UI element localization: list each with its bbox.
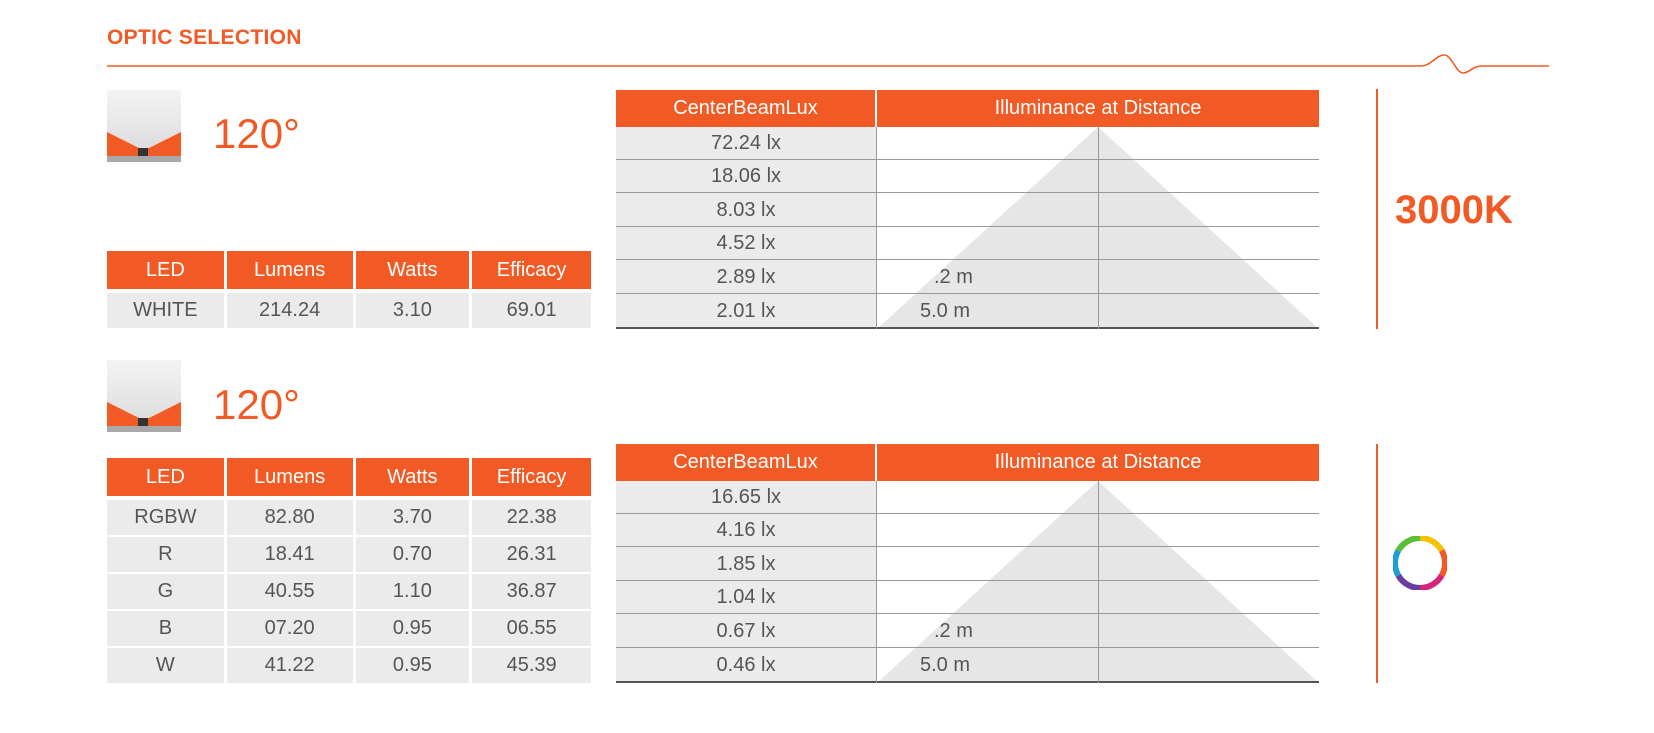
col-header-led: LED	[107, 251, 224, 291]
table-row: RGBW 82.80 3.70 22.38	[107, 498, 591, 535]
led-cell: WHITE	[107, 291, 224, 328]
col-header-lumens: Lumens	[226, 458, 353, 498]
efficacy-cell: 22.38	[472, 498, 591, 535]
col-header-watts: Watts	[355, 458, 470, 498]
lux-value: 18.06 lx	[710, 165, 782, 187]
table-row: 2.01 lx 5.0 m	[616, 295, 1319, 329]
lux-value: 0.46 lx	[716, 654, 776, 676]
table-row: G 40.55 1.10 36.87	[107, 572, 591, 609]
lux-value: 8.03 lx	[716, 199, 776, 221]
table-row: 4.52 lx	[616, 227, 1319, 260]
table-row: 2.89 lx .2 m	[616, 261, 1319, 294]
table-row: B 07.20 0.95 06.55	[107, 609, 591, 646]
rgb-color-wheel-icon	[1393, 536, 1447, 590]
lumens-cell: 40.55	[226, 572, 353, 609]
watts-cell: 0.95	[355, 609, 470, 646]
table-row: 1.04 lx	[616, 581, 1319, 614]
column-divider	[1098, 127, 1099, 329]
table-row: W 41.22 0.95 45.39	[107, 646, 591, 683]
lux-table: CenterBeamLux Illuminance at Distance 16…	[616, 444, 1319, 683]
lux-value: 2.89 lx	[716, 266, 776, 288]
side-rule	[1376, 89, 1378, 329]
col-header-center-beam-lux: CenterBeamLux	[616, 444, 875, 481]
lux-column-bg	[616, 481, 876, 683]
lux-value: 1.85 lx	[716, 553, 776, 575]
section-title: OPTIC SELECTION	[107, 26, 302, 49]
lumens-cell: 07.20	[226, 609, 353, 646]
lux-value: 1.04 lx	[716, 586, 776, 608]
led-cell: R	[107, 535, 224, 572]
lux-value: 2.01 lx	[716, 300, 776, 322]
distance-label: .2 m	[934, 620, 973, 642]
table-row: 16.65 lx	[616, 481, 1319, 514]
watts-cell: 3.70	[355, 498, 470, 535]
led-cell: B	[107, 609, 224, 646]
efficacy-cell: 26.31	[472, 535, 591, 572]
beam-angle: 120°	[213, 381, 300, 428]
spec-table: LED Lumens Watts Efficacy WHITE 214.24 3…	[104, 251, 594, 328]
efficacy-cell: 45.39	[472, 646, 591, 683]
lux-value: 0.67 lx	[716, 620, 776, 642]
watts-cell: 0.70	[355, 535, 470, 572]
table-row: 4.16 lx	[616, 514, 1319, 547]
spec-table: LED Lumens Watts Efficacy RGBW 82.80 3.7…	[104, 458, 594, 683]
distance-label: 5.0 m	[920, 654, 971, 676]
table-row: R 18.41 0.70 26.31	[107, 535, 591, 572]
table-row: 18.06 lx	[616, 160, 1319, 193]
watts-cell: 1.10	[355, 572, 470, 609]
col-header-efficacy: Efficacy	[472, 251, 591, 291]
col-header-led: LED	[107, 458, 224, 498]
distance-label: .2 m	[934, 266, 973, 288]
distance-label: 5.0 m	[920, 300, 971, 322]
table-row: 1.85 lx	[616, 548, 1319, 581]
color-temperature: 3000K	[1395, 188, 1513, 232]
lumens-cell: 82.80	[226, 498, 353, 535]
col-header-efficacy: Efficacy	[472, 458, 591, 498]
table-row: 8.03 lx	[616, 194, 1319, 227]
column-divider	[1098, 481, 1099, 683]
table-row: WHITE 214.24 3.10 69.01	[107, 291, 591, 328]
lumens-cell: 41.22	[226, 646, 353, 683]
efficacy-cell: 36.87	[472, 572, 591, 609]
table-row: 72.24 lx	[616, 127, 1319, 160]
col-header-watts: Watts	[355, 251, 470, 291]
side-rule	[1376, 444, 1378, 683]
col-header-illuminance: Illuminance at Distance	[877, 90, 1319, 127]
watts-cell: 3.10	[355, 291, 470, 328]
lux-table: CenterBeamLux Illuminance at Distance 72…	[616, 90, 1319, 329]
lux-column-bg	[616, 127, 876, 329]
col-header-center-beam-lux: CenterBeamLux	[616, 90, 875, 127]
watts-cell: 0.95	[355, 646, 470, 683]
lux-value: 4.52 lx	[716, 232, 776, 254]
optic-beam-icon	[107, 360, 181, 432]
table-row: 0.67 lx .2 m	[616, 615, 1319, 648]
led-cell: RGBW	[107, 498, 224, 535]
col-header-lumens: Lumens	[226, 251, 353, 291]
optic-beam-icon	[107, 90, 181, 162]
lumens-cell: 18.41	[226, 535, 353, 572]
lumens-cell: 214.24	[226, 291, 353, 328]
table-row: 0.46 lx 5.0 m	[616, 649, 1319, 683]
beam-angle: 120°	[213, 110, 300, 157]
efficacy-cell: 06.55	[472, 609, 591, 646]
lux-value: 16.65 lx	[710, 486, 782, 508]
header-rule	[107, 54, 1549, 74]
column-divider	[876, 481, 877, 683]
col-header-illuminance: Illuminance at Distance	[877, 444, 1319, 481]
led-cell: G	[107, 572, 224, 609]
led-cell: W	[107, 646, 224, 683]
efficacy-cell: 69.01	[472, 291, 591, 328]
lux-value: 4.16 lx	[716, 519, 776, 541]
column-divider	[876, 127, 877, 329]
lux-value: 72.24 lx	[710, 132, 782, 154]
